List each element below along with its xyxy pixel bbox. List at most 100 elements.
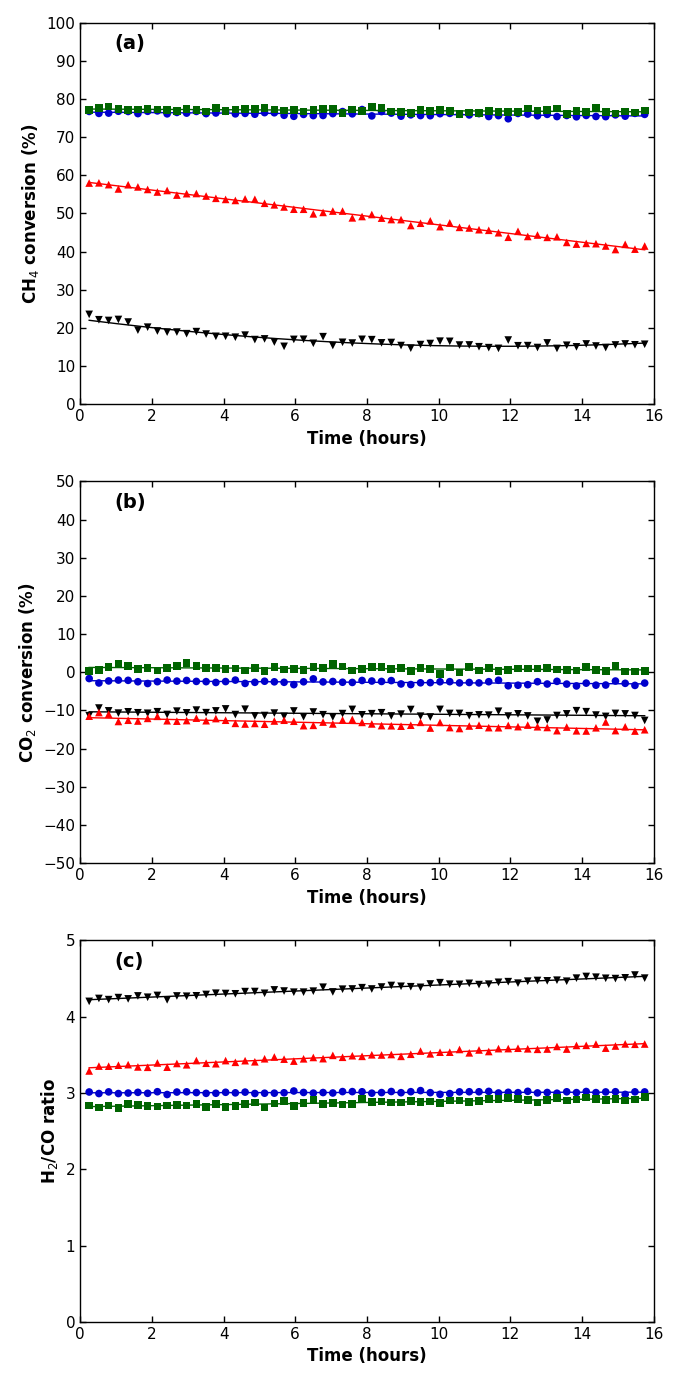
Point xyxy=(171,1095,182,1117)
Point xyxy=(113,1082,124,1104)
Point xyxy=(327,654,338,676)
Point xyxy=(551,337,562,359)
Point xyxy=(288,1079,299,1101)
Point xyxy=(435,663,445,685)
Point xyxy=(142,98,153,120)
Point xyxy=(84,668,95,690)
Point xyxy=(327,1082,338,1104)
Point xyxy=(327,200,338,223)
Point xyxy=(415,672,426,694)
Point xyxy=(279,1090,290,1113)
Point xyxy=(279,1048,290,1070)
Point xyxy=(210,1093,221,1115)
Point xyxy=(201,1096,211,1118)
Point xyxy=(230,102,241,124)
Point xyxy=(464,1042,475,1064)
Point xyxy=(425,333,436,355)
Point xyxy=(405,659,416,681)
Point xyxy=(337,1093,348,1115)
Point xyxy=(279,100,290,122)
Point xyxy=(610,102,621,124)
Point xyxy=(444,670,455,692)
Point xyxy=(259,1048,270,1070)
Point xyxy=(396,656,407,679)
Point xyxy=(503,674,513,697)
Point xyxy=(269,332,279,354)
Point xyxy=(142,1082,153,1104)
Point xyxy=(122,988,133,1010)
Point xyxy=(513,102,524,124)
Point xyxy=(318,1048,328,1070)
Point xyxy=(415,1079,426,1101)
Point xyxy=(405,102,416,124)
Text: (c): (c) xyxy=(115,952,144,970)
Point xyxy=(113,178,124,200)
Point xyxy=(239,188,250,210)
Point xyxy=(610,720,621,742)
Point xyxy=(464,656,475,679)
Point xyxy=(181,322,192,344)
Point xyxy=(630,661,641,683)
Point xyxy=(571,100,582,122)
Point xyxy=(181,102,192,124)
Point xyxy=(250,1082,260,1104)
Point xyxy=(600,1081,611,1103)
Point xyxy=(210,97,221,119)
Point xyxy=(600,705,611,727)
Point xyxy=(152,670,163,692)
Point xyxy=(435,102,445,124)
Point xyxy=(561,231,572,253)
Point xyxy=(220,101,231,123)
Point xyxy=(162,1056,173,1078)
Point xyxy=(347,98,358,120)
Text: (b): (b) xyxy=(115,493,146,511)
Point xyxy=(250,329,260,351)
Point xyxy=(288,658,299,680)
Point xyxy=(269,978,279,1001)
Point xyxy=(347,709,358,731)
Point xyxy=(542,716,553,738)
Point xyxy=(122,1082,133,1104)
X-axis label: Time (hours): Time (hours) xyxy=(307,430,427,448)
Y-axis label: CH$_4$ conversion (%): CH$_4$ conversion (%) xyxy=(20,123,41,304)
Point xyxy=(122,701,133,723)
Point xyxy=(396,673,407,695)
Point xyxy=(630,965,641,987)
Point xyxy=(581,1034,592,1056)
Point xyxy=(162,180,173,202)
Point xyxy=(600,659,611,681)
Point xyxy=(473,218,484,240)
Point xyxy=(493,661,504,683)
Point xyxy=(386,1043,396,1066)
Point xyxy=(435,972,445,994)
Point xyxy=(93,987,104,1009)
Point xyxy=(435,1041,445,1063)
Point xyxy=(542,104,553,126)
Point xyxy=(298,104,309,126)
Point xyxy=(162,102,173,124)
Point xyxy=(483,656,494,679)
Point xyxy=(308,701,319,723)
Point xyxy=(298,706,309,728)
Point xyxy=(473,1081,484,1103)
Point xyxy=(415,333,426,355)
Point xyxy=(133,710,143,732)
Point xyxy=(210,187,221,209)
Point xyxy=(367,203,377,225)
Point xyxy=(610,239,621,261)
Point xyxy=(269,1093,279,1115)
Point xyxy=(239,713,250,735)
Point xyxy=(103,1054,114,1077)
Point xyxy=(318,658,328,680)
Point xyxy=(337,102,348,124)
Point xyxy=(347,1081,358,1103)
Point xyxy=(239,98,250,120)
Point xyxy=(239,325,250,347)
Point xyxy=(571,967,582,990)
Point xyxy=(133,670,143,692)
Point xyxy=(435,698,445,720)
Point xyxy=(493,101,504,123)
Point xyxy=(152,181,163,203)
Point xyxy=(581,101,592,123)
Point xyxy=(250,656,260,679)
